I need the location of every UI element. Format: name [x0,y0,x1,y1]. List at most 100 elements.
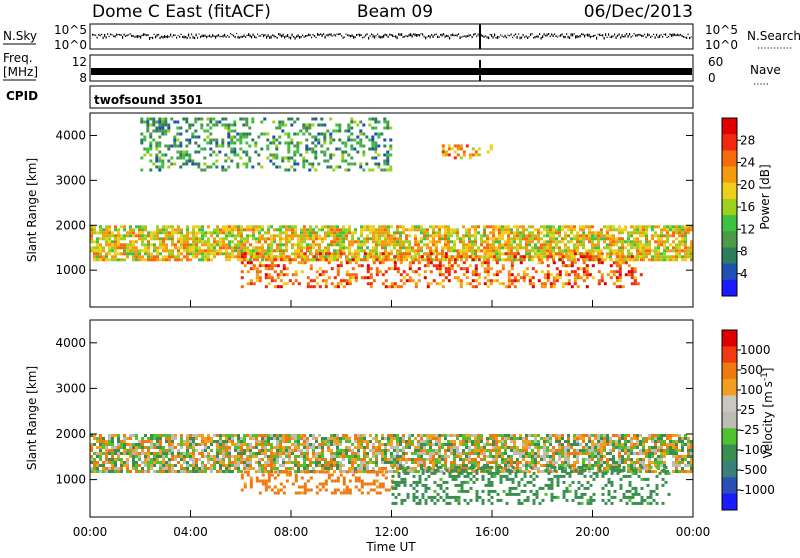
echo-cell [198,458,201,461]
echo-cell [185,121,188,124]
echo-cell [245,118,248,121]
echo-cell [206,142,209,145]
echo-cell [374,127,377,130]
echo-cell [657,249,660,252]
echo-cell [468,237,471,240]
echo-cell [170,118,173,121]
echo-cell [666,228,669,231]
echo-cell [451,267,454,270]
echo-cell [117,228,120,231]
noise-sample [596,37,597,40]
noise-sample [118,34,119,35]
echo-cell [403,258,406,261]
noise-sample [113,36,114,38]
echo-cell [251,139,254,142]
echo-cell [537,228,540,231]
noise-sample [202,35,203,38]
echo-cell [150,437,153,440]
echo-cell [378,255,381,258]
echo-cell [156,231,159,234]
echo-cell [642,231,645,234]
echo-cell [102,258,105,261]
echo-cell [276,452,279,455]
echo-cell [478,273,481,276]
echo-cell [459,458,462,461]
echo-cell [540,455,543,458]
noise-sample [578,36,579,38]
echo-cell [239,139,242,142]
echo-cell [114,458,117,461]
echo-cell [447,446,450,449]
echo-cell [423,458,426,461]
echo-cell [356,151,359,154]
echo-cell [274,264,277,267]
echo-cell [369,237,372,240]
echo-cell [305,130,308,133]
echo-cell [501,437,504,440]
echo-cell [280,285,283,288]
echo-cell [502,264,505,267]
echo-cell [315,243,318,246]
echo-cell [375,458,378,461]
echo-cell [338,124,341,127]
echo-cell [405,461,408,464]
echo-cell [411,228,414,231]
echo-cell [123,452,126,455]
noise-sample [463,36,464,38]
echo-cell [438,452,441,455]
echo-cell [140,133,143,136]
echo-cell [534,458,537,461]
noise-sample [133,35,134,37]
echo-cell [189,231,192,234]
echo-cell [490,144,493,147]
echo-cell [195,252,198,255]
echo-cell [537,252,540,255]
echo-cell [537,446,540,449]
echo-cell [293,121,296,124]
echo-cell [438,225,441,228]
echo-cell [537,461,540,464]
echo-cell [348,228,351,231]
echo-cell [433,279,436,282]
echo-cell [93,443,96,446]
echo-cell [463,261,466,264]
echo-cell [215,145,218,148]
echo-cell [300,255,303,258]
echo-cell [180,252,183,255]
echo-cell [592,264,595,267]
echo-cell [158,118,161,121]
echo-cell [123,446,126,449]
echo-cell [149,124,152,127]
noise-sample [673,33,674,36]
echo-cell [333,249,336,252]
echo-cell [454,258,457,261]
echo-cell [165,440,168,443]
echo-cell [189,443,192,446]
echo-cell [300,231,303,234]
echo-cell [463,153,466,156]
echo-cell [342,228,345,231]
echo-cell [138,440,141,443]
echo-cell [558,443,561,446]
echo-cell [519,234,522,237]
echo-cell [339,467,342,470]
echo-cell [507,243,510,246]
echo-cell [576,455,579,458]
echo-cell [478,282,481,285]
echo-cell [567,258,570,261]
echo-cell [189,446,192,449]
echo-cell [387,237,390,240]
echo-cell [663,225,666,228]
echo-cell [573,449,576,452]
noise-sample [586,34,587,35]
echo-cell [369,231,372,234]
echo-cell [194,136,197,139]
echo-cell [183,234,186,237]
echo-cell [453,243,456,246]
echo-cell [141,231,144,234]
echo-cell [672,246,675,249]
echo-cell [222,240,225,243]
echo-cell [342,449,345,452]
echo-cell [333,225,336,228]
echo-cell [251,166,254,169]
